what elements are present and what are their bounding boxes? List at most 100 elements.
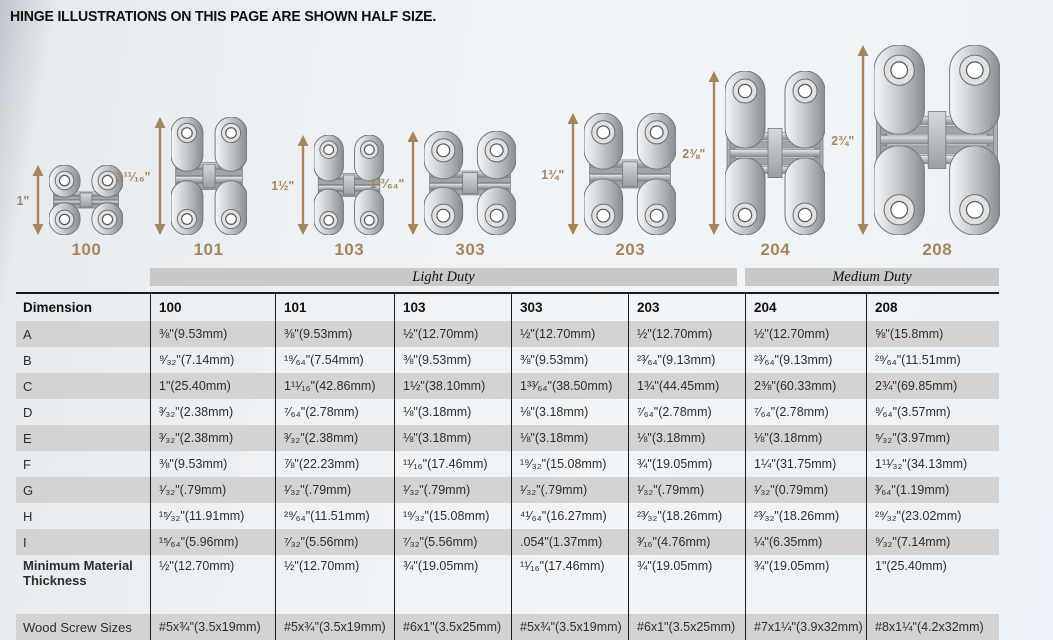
spec-cell: ¹¹⁄₁₆"(17.46mm) bbox=[511, 555, 628, 614]
table-header-cell: 204 bbox=[745, 294, 866, 321]
spec-cell: ²³⁄₆₄"(9.13mm) bbox=[628, 347, 745, 373]
spec-cell: ⁹⁄₆₄"(3.57mm) bbox=[866, 399, 999, 425]
spec-cell: ²³⁄₃₂"(18.26mm) bbox=[628, 503, 745, 529]
spec-cell: ⁷⁄₆₄"(2.78mm) bbox=[745, 399, 866, 425]
dimension-arrow-icon bbox=[708, 71, 720, 235]
dimension-arrow-icon bbox=[567, 113, 579, 235]
spec-cell: ⅜"(9.53mm) bbox=[394, 347, 511, 373]
spec-cell: ¹⁄₃₂"(.79mm) bbox=[394, 477, 511, 503]
spec-cell: ⁹⁄₃₂"(7.14mm) bbox=[150, 347, 275, 373]
spec-cell: ⅛"(3.18mm) bbox=[745, 425, 866, 451]
hinge-figure-100: 1" 100 bbox=[16, 165, 124, 260]
spec-cell: ⅜"(9.53mm) bbox=[150, 451, 275, 477]
spec-cell: ½"(12.70mm) bbox=[745, 321, 866, 347]
row-label: H bbox=[23, 508, 33, 524]
spec-cell: ²³⁄₃₂"(18.26mm) bbox=[745, 503, 866, 529]
spec-cell: ½"(12.70mm) bbox=[628, 321, 745, 347]
spec-cell: ⁷⁄₃₂"(5.56mm) bbox=[394, 529, 511, 555]
spec-cell: ⅛"(3.18mm) bbox=[394, 425, 511, 451]
row-label: C bbox=[16, 373, 150, 399]
spec-cell: 1"(25.40mm) bbox=[150, 373, 275, 399]
spec-cell: ²⁹⁄₆₄"(11.51mm) bbox=[866, 347, 999, 373]
spec-cell: #5x¾"(3.5x19mm) bbox=[511, 614, 628, 640]
spec-cell: #8x1¼"(4.2x32mm) bbox=[866, 614, 999, 640]
spec-cell: #7x1¼"(3.9x32mm) bbox=[745, 614, 866, 640]
dimension-arrow-icon bbox=[154, 117, 166, 235]
spec-cell: ¹⁵⁄₆₄"(5.96mm) bbox=[150, 529, 275, 555]
hinge-model-label: 203 bbox=[615, 240, 646, 259]
spec-cell: ⅛"(3.18mm) bbox=[511, 399, 628, 425]
spec-cell: #5x¾"(3.5x19mm) bbox=[275, 614, 394, 640]
spec-cell: 1½"(38.10mm) bbox=[394, 373, 511, 399]
hinge-illustration-103 bbox=[314, 135, 385, 235]
dimension-label: 1³³⁄₆₄" bbox=[369, 175, 405, 191]
spec-cell: ⅛"(3.18mm) bbox=[511, 425, 628, 451]
spec-cell: ³⁄₃₂"(2.38mm) bbox=[150, 399, 275, 425]
spec-cell: ⁷⁄₆₄"(2.78mm) bbox=[628, 399, 745, 425]
spec-cell: ³⁄₃₂"(2.38mm) bbox=[275, 425, 394, 451]
dimension-arrow-icon bbox=[297, 135, 309, 235]
row-label: G bbox=[16, 477, 150, 503]
spec-cell: ¹⁹⁄₃₂"(15.08mm) bbox=[394, 503, 511, 529]
row-label: I bbox=[16, 529, 150, 555]
spec-cell: ¹⁵⁄₃₂"(11.91mm) bbox=[150, 503, 275, 529]
row-label: A bbox=[16, 321, 150, 347]
dimension-arrow-icon bbox=[857, 45, 869, 235]
hinge-illustration-203 bbox=[584, 113, 677, 235]
dimension-label: 1" bbox=[16, 192, 30, 208]
row-label: F bbox=[23, 456, 31, 472]
hinge-figure-101: 1¹¹⁄₁₆" 101 bbox=[115, 117, 247, 260]
spec-cell: ⁹⁄₃₂"(7.14mm) bbox=[866, 529, 999, 555]
hinge-model-label: 303 bbox=[455, 240, 486, 259]
spec-cell: ³⁄₁₆"(4.76mm) bbox=[628, 529, 745, 555]
spec-cell: ⅜"(9.53mm) bbox=[511, 347, 628, 373]
spec-cell: ½"(12.70mm) bbox=[275, 555, 394, 614]
hinge-illustration-strip: 1" 100 1¹¹⁄₁₆" 101 1½" 103 1³³⁄₆₄" 303 1¾" 203 2⅜"… bbox=[0, 40, 1053, 260]
hinge-figure-204: 2⅜" 204 bbox=[681, 71, 826, 260]
duty-band-medium: Medium Duty bbox=[745, 268, 999, 286]
spec-cell: ¹⁄₃₂"(0.79mm) bbox=[745, 477, 866, 503]
spec-cell: ²⁹⁄₃₂"(23.02mm) bbox=[866, 503, 999, 529]
spec-cell: ¹⁄₃₂"(.79mm) bbox=[275, 477, 394, 503]
spec-cell: ²⁹⁄₆₄"(11.51mm) bbox=[275, 503, 394, 529]
hinge-model-label: 101 bbox=[193, 240, 224, 259]
hinge-illustration-208 bbox=[874, 45, 1001, 235]
row-label: Minimum Material Thickness bbox=[23, 558, 133, 588]
hinge-model-label: 100 bbox=[71, 240, 102, 259]
spec-cell: #6x1"(3.5x25mm) bbox=[628, 614, 745, 640]
hinge-illustration-100 bbox=[49, 165, 124, 235]
hinge-illustration-101 bbox=[170, 117, 247, 235]
spec-cell: 1³³⁄₆₄"(38.50mm) bbox=[511, 373, 628, 399]
dimension-label: 1¹¹⁄₁₆" bbox=[116, 168, 151, 184]
spec-cell: ¾"(19.05mm) bbox=[628, 555, 745, 614]
spec-cell: ¹⁄₃₂"(.79mm) bbox=[150, 477, 275, 503]
spec-cell: ¹⁹⁄₆₄"(7.54mm) bbox=[275, 347, 394, 373]
spec-cell: 2¾"(69.85mm) bbox=[866, 373, 999, 399]
spec-cell: ⅛"(3.18mm) bbox=[628, 425, 745, 451]
spec-cell: ½"(12.70mm) bbox=[394, 321, 511, 347]
table-header-cell: 303 bbox=[511, 294, 628, 321]
dimension-label: 2⅜" bbox=[682, 145, 706, 161]
spec-cell: ¹¹⁄₁₆"(17.46mm) bbox=[394, 451, 511, 477]
spec-cell: ²³⁄₆₄"(9.13mm) bbox=[745, 347, 866, 373]
table-header-cell: 208 bbox=[866, 294, 999, 321]
table-header-cell: 101 bbox=[275, 294, 394, 321]
spec-cell: ⅜"(9.53mm) bbox=[275, 321, 394, 347]
spec-cell: ¾"(19.05mm) bbox=[745, 555, 866, 614]
dimension-arrow-icon bbox=[32, 165, 44, 235]
spec-cell: #5x¾"(3.5x19mm) bbox=[150, 614, 275, 640]
spec-cell: 2⅜"(60.33mm) bbox=[745, 373, 866, 399]
spec-cell: .054"(1.37mm) bbox=[511, 529, 628, 555]
spec-cell: ¹⁹⁄₃₂"(15.08mm) bbox=[511, 451, 628, 477]
table-header-cell: 203 bbox=[628, 294, 745, 321]
spec-cell: ¼"(6.35mm) bbox=[745, 529, 866, 555]
table-header-cell: Dimension bbox=[23, 300, 93, 315]
spec-cell: ⅞"(22.23mm) bbox=[275, 451, 394, 477]
spec-cell: ¹⁄₃₂"(.79mm) bbox=[511, 477, 628, 503]
hinge-figure-103: 1½" 103 bbox=[270, 135, 385, 260]
spec-cell: ¾"(19.05mm) bbox=[628, 451, 745, 477]
spec-cell: 1¾"(44.45mm) bbox=[628, 373, 745, 399]
spec-cell: ½"(12.70mm) bbox=[150, 555, 275, 614]
hinge-figure-208: 2¾" 208 bbox=[830, 45, 1001, 260]
